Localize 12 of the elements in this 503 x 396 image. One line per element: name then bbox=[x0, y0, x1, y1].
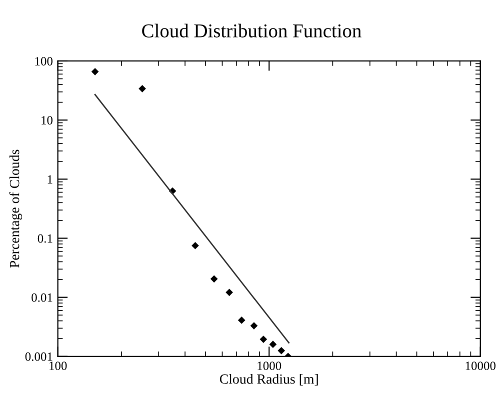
y-tick-label: 100 bbox=[35, 57, 53, 66]
x-axis-title: Cloud Radius [m] bbox=[220, 374, 318, 386]
x-tick-label: 1000 bbox=[258, 362, 282, 370]
x-tick-label: 10000 bbox=[466, 362, 496, 370]
y-tick-label: 1 bbox=[48, 175, 52, 184]
y-tick-label: 0.1 bbox=[38, 234, 52, 243]
y-tick-label: 10 bbox=[42, 116, 53, 125]
y-tick-label: 0.01 bbox=[32, 293, 52, 302]
y-tick-label: 0.001 bbox=[25, 352, 52, 361]
x-tick-label: 100 bbox=[50, 362, 67, 370]
y-axis-title: Percentage of Clouds bbox=[9, 150, 22, 268]
chart-title: Cloud Distribution Function bbox=[142, 24, 362, 38]
